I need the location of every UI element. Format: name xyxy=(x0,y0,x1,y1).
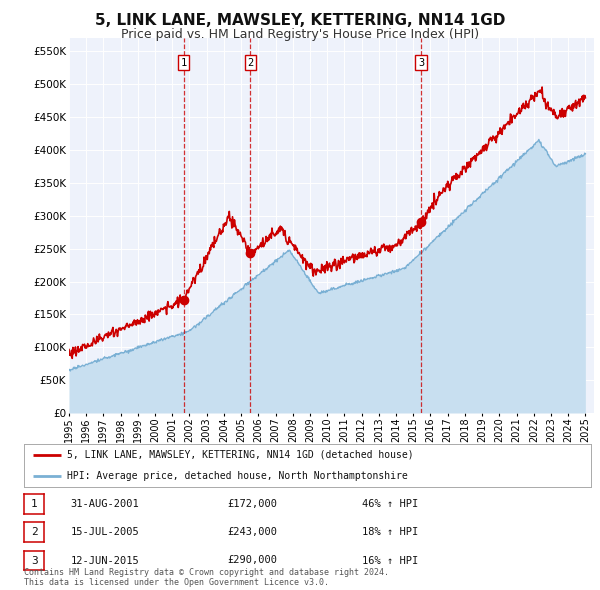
Text: 5, LINK LANE, MAWSLEY, KETTERING, NN14 1GD: 5, LINK LANE, MAWSLEY, KETTERING, NN14 1… xyxy=(95,13,505,28)
Text: Price paid vs. HM Land Registry's House Price Index (HPI): Price paid vs. HM Land Registry's House … xyxy=(121,28,479,41)
Text: 1: 1 xyxy=(181,58,187,68)
Text: 12-JUN-2015: 12-JUN-2015 xyxy=(71,556,139,565)
Text: 18% ↑ HPI: 18% ↑ HPI xyxy=(362,527,418,537)
Text: £172,000: £172,000 xyxy=(227,499,277,509)
Text: 15-JUL-2005: 15-JUL-2005 xyxy=(71,527,139,537)
Text: 31-AUG-2001: 31-AUG-2001 xyxy=(71,499,139,509)
Text: £243,000: £243,000 xyxy=(227,527,277,537)
Text: 2: 2 xyxy=(31,527,38,537)
Text: 1: 1 xyxy=(31,499,38,509)
Text: £290,000: £290,000 xyxy=(227,556,277,565)
Text: 3: 3 xyxy=(31,556,38,565)
Text: 3: 3 xyxy=(418,58,424,68)
Text: Contains HM Land Registry data © Crown copyright and database right 2024.
This d: Contains HM Land Registry data © Crown c… xyxy=(24,568,389,587)
Text: HPI: Average price, detached house, North Northamptonshire: HPI: Average price, detached house, Nort… xyxy=(67,471,407,481)
Text: 5, LINK LANE, MAWSLEY, KETTERING, NN14 1GD (detached house): 5, LINK LANE, MAWSLEY, KETTERING, NN14 1… xyxy=(67,450,413,460)
Text: 2: 2 xyxy=(247,58,254,68)
Text: 46% ↑ HPI: 46% ↑ HPI xyxy=(362,499,418,509)
Text: 16% ↑ HPI: 16% ↑ HPI xyxy=(362,556,418,565)
